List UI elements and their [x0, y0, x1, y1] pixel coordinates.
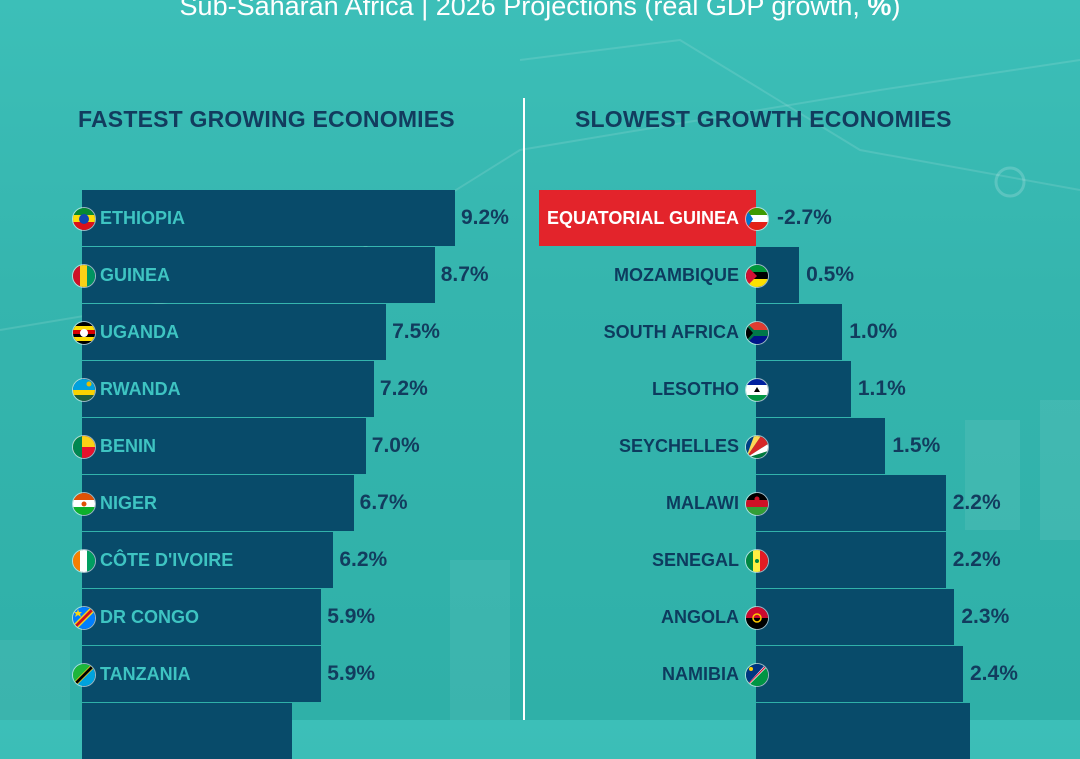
- data-label: 7.2%: [379, 377, 428, 400]
- guinea-flag-icon: [72, 264, 96, 288]
- bar: [756, 304, 843, 360]
- lesotho-flag-icon: [745, 378, 769, 402]
- mozambique-flag-icon: [745, 264, 769, 288]
- bar: [756, 703, 970, 759]
- bar-label: UGANDA: [100, 322, 179, 342]
- rwanda-flag-icon: [72, 378, 96, 402]
- ethiopia-flag-icon: [72, 207, 96, 231]
- bar: [82, 304, 387, 360]
- data-label: 6.2%: [339, 548, 388, 571]
- niger-flag-icon: [72, 492, 96, 516]
- senegal-flag-icon: [745, 549, 769, 573]
- bar-label: MALAWI: [666, 493, 739, 513]
- data-label: 7.5%: [392, 320, 440, 343]
- tanzania-flag-icon: [72, 663, 96, 687]
- uganda-flag-icon: [72, 321, 96, 345]
- data-label: 1.0%: [849, 320, 898, 343]
- bar-label: SEYCHELLES: [618, 436, 739, 456]
- bar-label: EQUATORIAL GUINEA: [546, 208, 739, 228]
- data-label: 2.3%: [961, 605, 1010, 628]
- bar: [82, 190, 455, 246]
- angola-flag-icon: [745, 606, 769, 630]
- bar: [82, 532, 334, 588]
- bar: [82, 418, 366, 474]
- data-label: 2.4%: [970, 662, 1018, 685]
- data-label: 7.0%: [371, 434, 420, 457]
- bar: [756, 589, 955, 645]
- bar: [756, 532, 946, 588]
- seychelles-flag-icon: [745, 435, 769, 459]
- bar: [756, 646, 963, 702]
- bar: [756, 475, 946, 531]
- data-label: 2.2%: [952, 548, 1001, 571]
- bar: [82, 247, 435, 303]
- data-label: 6.7%: [359, 491, 408, 514]
- data-label: 9.2%: [461, 206, 509, 229]
- bar-label: ETHIOPIA: [100, 208, 186, 228]
- bar-label: SOUTH AFRICA: [603, 322, 739, 342]
- bar-label: TANZANIA: [100, 664, 191, 684]
- cote-divoire-flag-icon: [72, 549, 96, 573]
- bar-label: SENEGAL: [651, 550, 739, 570]
- bar-label: CÔTE D'IVOIRE: [100, 550, 234, 570]
- benin-flag-icon: [72, 435, 96, 459]
- data-label: 1.5%: [892, 434, 941, 457]
- data-label: 1.1%: [857, 377, 906, 400]
- bar: [82, 703, 292, 759]
- namibia-flag-icon: [745, 663, 769, 687]
- data-label: 2.2%: [952, 491, 1001, 514]
- data-label: 8.7%: [440, 263, 489, 286]
- bar: [82, 589, 322, 645]
- south-africa-flag-icon: [745, 321, 769, 345]
- data-label: -2.7%: [777, 206, 832, 229]
- bar-label: DR CONGO: [100, 607, 199, 627]
- slowest-growth-heading: SLOWEST GROWTH ECONOMIES: [575, 106, 952, 132]
- dr-congo-flag-icon: [72, 606, 96, 630]
- bar: [82, 475, 354, 531]
- data-label: 5.9%: [327, 605, 376, 628]
- bar-label: NIGER: [100, 493, 158, 513]
- data-label: 0.5%: [806, 263, 854, 286]
- malawi-flag-icon: [745, 492, 769, 516]
- chart-subtitle: Sub-Saharan Africa | 2026 Projections (r…: [179, 0, 901, 21]
- equatorial-guinea-flag-icon: [745, 207, 769, 231]
- bar: [756, 361, 851, 417]
- bar: [82, 646, 322, 702]
- bar: [756, 418, 886, 474]
- data-label: 5.9%: [327, 662, 376, 685]
- panel-divider: [523, 98, 525, 720]
- bar-label: GUINEA: [100, 265, 171, 285]
- highlighted-bar: [539, 190, 756, 246]
- bar-label: BENIN: [100, 436, 157, 456]
- fastest-growing-heading: FASTEST GROWING ECONOMIES: [78, 106, 455, 132]
- bar: [82, 361, 374, 417]
- bar-label: NAMIBIA: [662, 664, 739, 684]
- bar-label: RWANDA: [100, 379, 181, 399]
- bar-label: LESOTHO: [651, 379, 739, 399]
- bar-label: ANGOLA: [661, 607, 739, 627]
- bar-label: MOZAMBIQUE: [614, 265, 739, 285]
